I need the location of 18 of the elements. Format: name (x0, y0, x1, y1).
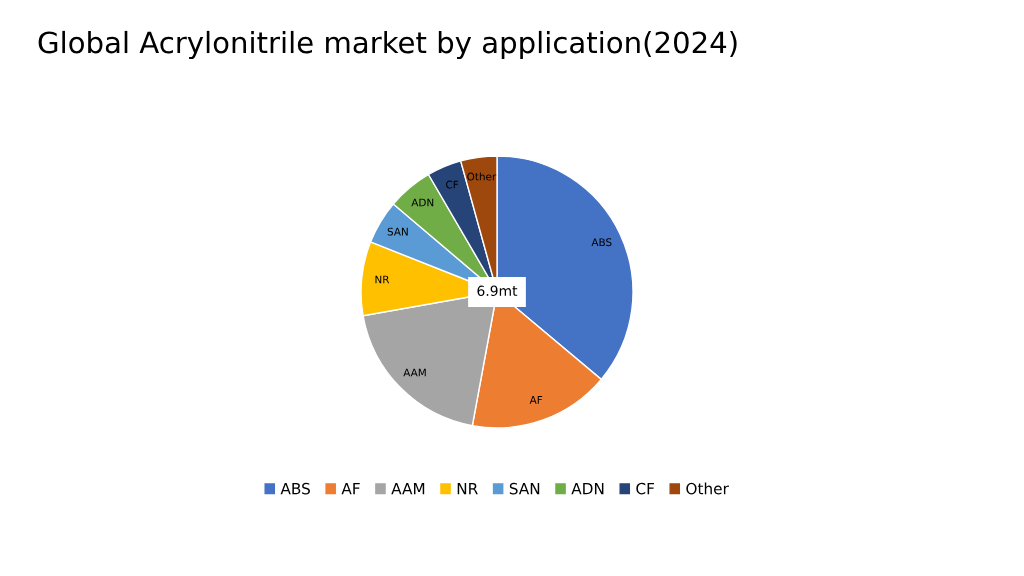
slice-label: ADN (411, 198, 434, 207)
slice-label: AAM (403, 368, 426, 377)
chart-title: Global Acrylonitrile market by application(2024) (38, 30, 737, 60)
legend-label: Other (686, 482, 729, 495)
legend-label: SAN (509, 482, 540, 495)
legend-label: AF (341, 483, 360, 495)
slice-label: Other (467, 172, 497, 181)
slice-label: ABS (591, 238, 612, 247)
slice-label: CF (446, 180, 459, 189)
slice-label: AF (529, 396, 543, 404)
legend-label: ADN (571, 483, 604, 495)
text: 6.9mt (477, 285, 518, 297)
legend-label: NR (457, 483, 478, 495)
legend-label: CF (636, 482, 655, 495)
slice-label: NR (375, 275, 390, 284)
slice-label: SAN (387, 227, 408, 236)
legend-label: ABS (280, 482, 310, 495)
legend-label: AAM (391, 483, 425, 495)
